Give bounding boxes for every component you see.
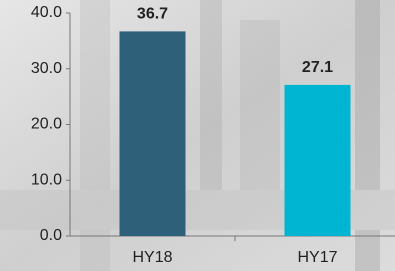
chart: 0.0 10.0 20.0 30.0 40.0 HY18 36.7 HY17 27.1: [0, 0, 395, 271]
value-label: 36.7: [137, 6, 168, 23]
y-tick-label: 0.0: [40, 227, 62, 244]
y-tick-label: 30.0: [31, 60, 62, 77]
y-tick-label: 10.0: [31, 171, 62, 188]
y-tick-label: 20.0: [31, 116, 62, 133]
value-label: 27.1: [302, 59, 333, 76]
bar: [120, 31, 186, 236]
x-tick-label: HY18: [132, 249, 172, 266]
x-tick-label: HY17: [297, 249, 337, 266]
y-tick-label: 40.0: [31, 4, 62, 21]
bar: [285, 85, 351, 236]
